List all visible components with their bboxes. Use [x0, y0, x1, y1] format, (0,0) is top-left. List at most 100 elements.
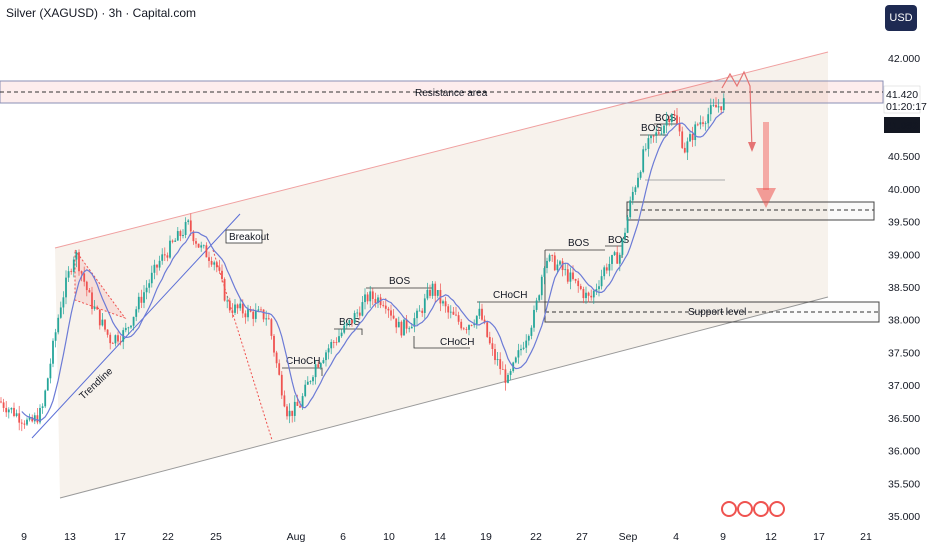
currency-button[interactable]: USD — [885, 5, 917, 31]
support-trendline — [59, 296, 829, 499]
candle-body — [166, 255, 169, 258]
candle-body — [317, 364, 320, 368]
x-tick-label: 17 — [813, 531, 825, 543]
x-tick-label: 14 — [434, 531, 446, 543]
candle-body — [491, 343, 494, 350]
candle-body — [309, 381, 312, 383]
candle-body — [655, 132, 658, 136]
resistance-area-label: Resistance area — [415, 88, 488, 99]
candle-body — [377, 297, 379, 303]
candle-body — [109, 334, 112, 344]
candle-body — [273, 335, 275, 353]
candle-body — [509, 371, 512, 375]
big-down-arrow — [756, 188, 776, 208]
candle-body — [67, 271, 70, 278]
candle-body — [15, 413, 18, 416]
candle-body — [241, 303, 244, 314]
candle-body — [356, 312, 359, 314]
blue-trendline — [31, 213, 241, 439]
candle-body — [598, 286, 600, 290]
candle-body — [338, 336, 340, 343]
candle-body — [634, 187, 637, 192]
event-icon[interactable] — [737, 501, 753, 517]
candle-body — [481, 308, 483, 320]
candle-body — [551, 255, 554, 256]
x-tick-label: 12 — [765, 531, 777, 543]
x-tick-label: 19 — [480, 531, 492, 543]
candle-body — [525, 340, 528, 348]
price-axis[interactable]: 42.00041.50041.00040.50040.00039.50039.0… — [888, 53, 920, 523]
candle-body — [202, 245, 205, 247]
candle-body — [343, 325, 346, 333]
candle-body — [70, 271, 73, 272]
event-icons[interactable] — [721, 501, 785, 517]
candle-body — [608, 263, 611, 271]
event-icon[interactable] — [769, 501, 785, 517]
candle-body — [158, 260, 161, 268]
candle-body — [72, 259, 75, 272]
candle-body — [374, 298, 377, 303]
candle-body — [127, 327, 130, 329]
resistance-trendline — [54, 51, 829, 249]
candle-body — [260, 309, 262, 311]
candle-body — [715, 104, 717, 108]
candle-body — [252, 311, 255, 319]
candle-body — [434, 283, 437, 296]
candle-body — [247, 309, 249, 318]
candle-body — [382, 305, 385, 306]
x-tick-label: 6 — [340, 531, 346, 543]
candle-body — [135, 309, 138, 317]
candle-body — [267, 318, 270, 320]
candle-body — [306, 381, 309, 385]
breakout-label: Breakout — [229, 232, 269, 243]
candle-body — [387, 308, 390, 311]
candle-body — [436, 290, 439, 296]
event-icon[interactable] — [721, 501, 737, 517]
candle-body — [673, 114, 676, 116]
candle-body — [312, 377, 314, 382]
candle-body — [179, 231, 182, 237]
candle-body — [504, 369, 507, 383]
y-tick-label: 35.000 — [888, 511, 920, 523]
projection-zigzag — [721, 70, 753, 151]
candle-body — [18, 413, 21, 423]
candle-body — [96, 306, 99, 310]
candle-body — [595, 289, 598, 291]
support-level-label: Support level — [688, 307, 746, 318]
candle-body — [49, 363, 52, 379]
candle-body — [364, 294, 366, 303]
candle-body — [395, 318, 398, 328]
candle-body — [184, 221, 187, 235]
x-tick-label: 9 — [720, 531, 726, 543]
candle-body — [270, 319, 273, 336]
candle-body — [192, 231, 195, 242]
event-icon[interactable] — [753, 501, 769, 517]
candle-body — [169, 240, 171, 258]
candle-body — [483, 319, 486, 323]
candle-body — [39, 407, 41, 423]
candle-body — [75, 252, 78, 260]
y-tick-label: 36.500 — [888, 413, 920, 425]
candle-body — [686, 141, 689, 153]
candle-body — [299, 405, 301, 408]
candle-body — [7, 409, 10, 413]
candle-body — [379, 297, 382, 306]
candle-body — [278, 363, 281, 375]
time-axis[interactable]: 9 13 17 22 25 Aug 6 10 14 19 22 27 Sep 4 9 12 17 21 — [21, 531, 872, 543]
candle-body — [215, 262, 218, 268]
candle-body — [644, 148, 647, 150]
candle-body — [642, 149, 645, 172]
candle-body — [353, 313, 356, 324]
candle-body — [689, 134, 691, 142]
candle-body — [429, 289, 431, 296]
candle-body — [717, 106, 720, 108]
candle-body — [702, 122, 704, 124]
candle-body — [629, 200, 632, 218]
candle-body — [52, 340, 54, 364]
candle-body — [455, 314, 457, 316]
candle-body — [41, 406, 44, 408]
y-tick-label: 38.500 — [888, 282, 920, 294]
candle-body — [36, 415, 39, 423]
candle-body — [678, 123, 681, 132]
